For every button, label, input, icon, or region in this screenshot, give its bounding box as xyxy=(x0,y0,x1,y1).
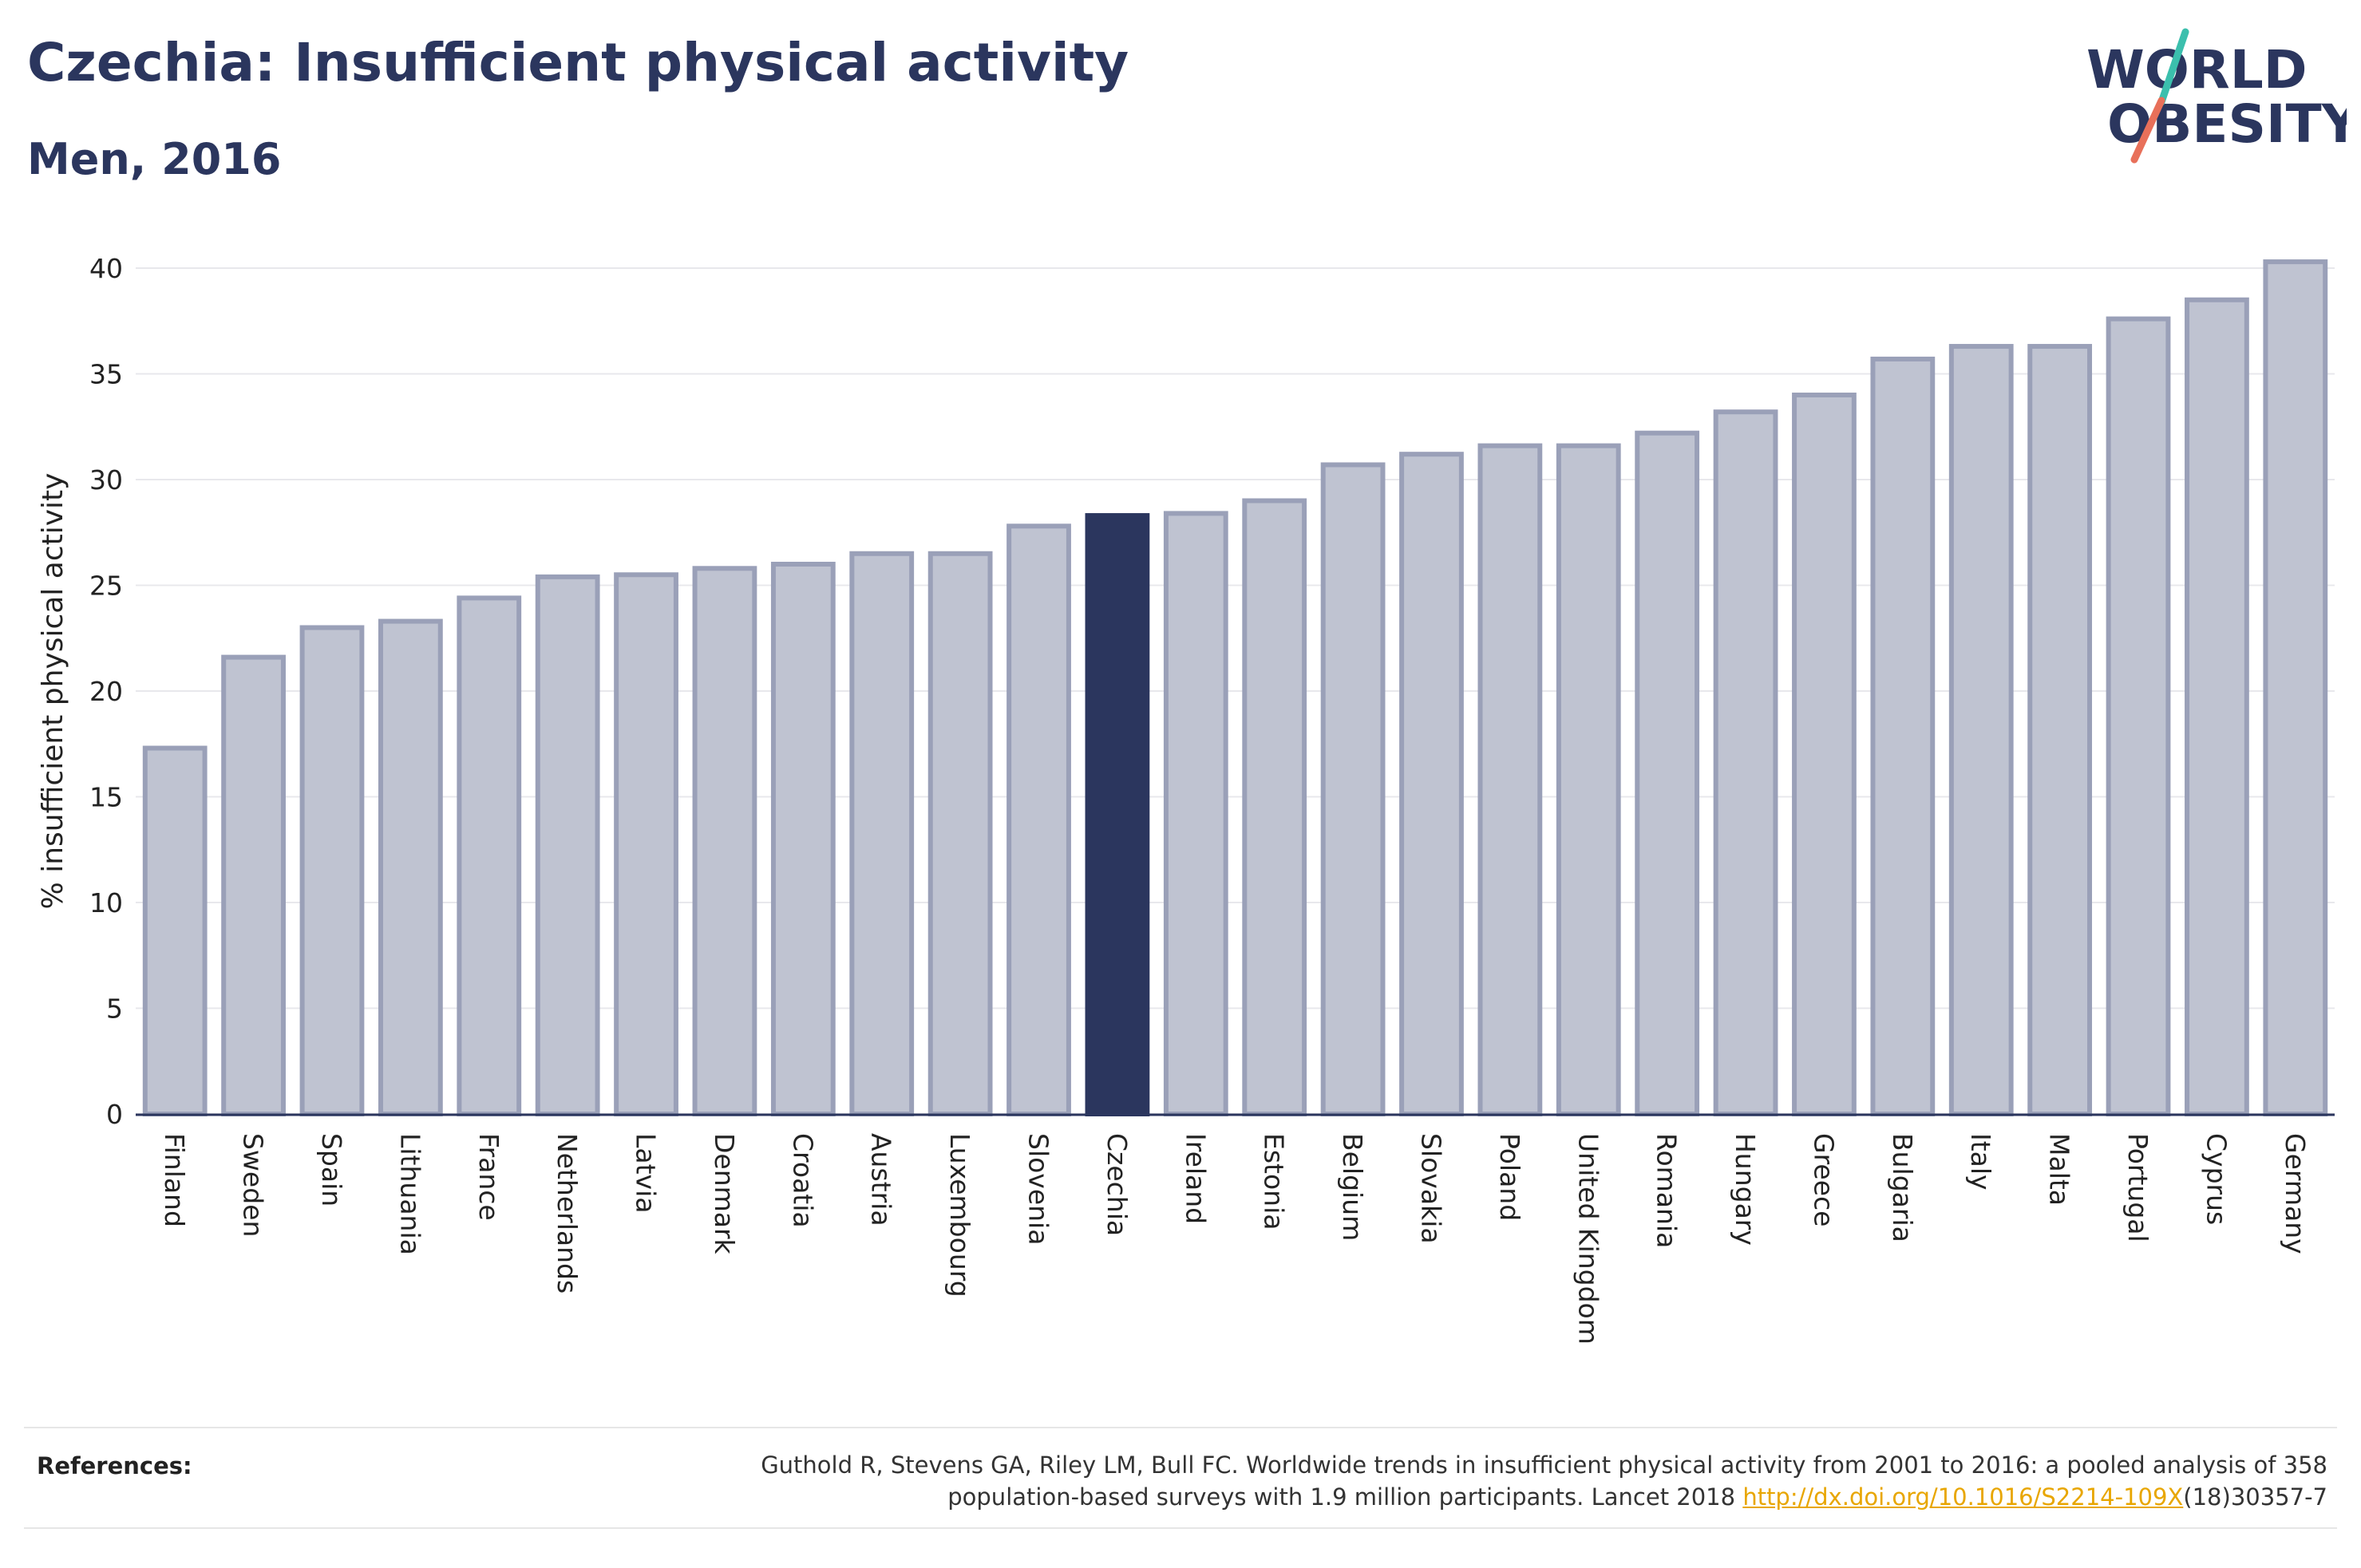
references-label: References: xyxy=(37,1452,192,1479)
y-tick-label: 15 xyxy=(89,782,123,813)
reference-line-2: population-based surveys with 1.9 millio… xyxy=(947,1483,1743,1511)
y-tick-label: 10 xyxy=(89,887,123,918)
x-tick-label: Latvia xyxy=(631,1133,662,1213)
bar-czechia xyxy=(1085,513,1150,1116)
bar-slovenia xyxy=(1006,523,1071,1116)
bar-lithuania xyxy=(378,618,443,1116)
bar-poland xyxy=(1477,443,1543,1116)
bar-estonia xyxy=(1242,498,1307,1116)
y-tick-label: 40 xyxy=(89,253,123,284)
logo-text-world: WORLD xyxy=(2086,39,2308,101)
x-tick-label: Lithuania xyxy=(394,1133,425,1255)
x-tick-label: Estonia xyxy=(1259,1133,1290,1230)
x-tick-label: Croatia xyxy=(787,1133,818,1228)
bar-latvia xyxy=(614,572,678,1116)
bar-portugal xyxy=(2106,316,2171,1117)
bar-croatia xyxy=(770,562,836,1116)
world-obesity-logo: WORLD OBESITY xyxy=(2086,28,2347,164)
bars xyxy=(142,259,2328,1117)
y-tick-label: 25 xyxy=(89,571,123,602)
references-text: Guthold R, Stevens GA, Riley LM, Bull FC… xyxy=(532,1449,2327,1513)
bar-austria xyxy=(849,551,915,1116)
x-tick-label: Denmark xyxy=(709,1133,740,1255)
bar-slovakia xyxy=(1399,452,1464,1116)
bar-romania xyxy=(1635,430,1700,1116)
bar-chart: 0 5 10 15 20 25 30 35 40 Finland Sweden Spain Lithu… xyxy=(37,253,2335,1345)
bar-luxembourg xyxy=(927,551,993,1116)
bar-united-kingdom xyxy=(1556,443,1621,1116)
bar-belgium xyxy=(1320,462,1386,1116)
y-tick-label: 0 xyxy=(106,1099,123,1130)
x-tick-label: Sweden xyxy=(238,1133,269,1237)
references-footer: References: Guthold R, Stevens GA, Riley… xyxy=(24,1427,2337,1529)
x-tick-label: Austria xyxy=(866,1133,897,1226)
x-tick-label: Slovenia xyxy=(1023,1133,1054,1245)
bar-finland xyxy=(142,745,208,1116)
bar-ireland xyxy=(1163,511,1228,1116)
x-tick-label: Poland xyxy=(1494,1133,1525,1221)
chart-title: Czechia: Insufficient physical activity xyxy=(27,32,1129,93)
reference-doi-link[interactable]: http://dx.doi.org/10.1016/S2214-109X xyxy=(1742,1483,2184,1511)
reference-line-1: Guthold R, Stevens GA, Riley LM, Bull FC… xyxy=(761,1451,2327,1479)
x-axis-ticks: Finland Sweden Spain Lithuania France Netherl… xyxy=(159,1133,2311,1345)
bar-spain xyxy=(299,625,365,1116)
bar-greece xyxy=(1792,393,1857,1116)
x-tick-label: Spain xyxy=(316,1133,347,1207)
x-tick-label: Portugal xyxy=(2122,1133,2153,1242)
x-tick-label: Belgium xyxy=(1337,1133,1368,1241)
logo-slash-coral xyxy=(2130,97,2165,164)
y-axis-ticks: 0 5 10 15 20 25 30 35 40 xyxy=(89,253,123,1130)
x-tick-label: Czechia xyxy=(1101,1133,1133,1236)
x-tick-label: Ireland xyxy=(1180,1133,1211,1224)
x-tick-label: Netherlands xyxy=(552,1133,583,1294)
x-tick-label: Hungary xyxy=(1730,1133,1761,1246)
x-tick-label: United Kingdom xyxy=(1572,1133,1604,1345)
bar-france xyxy=(457,595,522,1116)
y-tick-label: 35 xyxy=(89,359,123,390)
bar-italy xyxy=(1948,344,2014,1116)
x-tick-label: Germany xyxy=(2280,1133,2311,1254)
bar-malta xyxy=(2027,344,2093,1116)
bar-hungary xyxy=(1713,409,1778,1116)
chart-subtitle: Men, 2016 xyxy=(27,134,282,184)
bar-sweden xyxy=(221,654,286,1116)
y-axis-label: % insufficient physical activity xyxy=(37,473,69,910)
y-tick-label: 5 xyxy=(106,993,123,1025)
x-tick-label: Romania xyxy=(1651,1133,1683,1248)
x-tick-label: Italy xyxy=(1965,1133,1996,1191)
x-tick-label: Greece xyxy=(1808,1133,1839,1226)
x-tick-label: Cyprus xyxy=(2201,1133,2232,1225)
bar-cyprus xyxy=(2185,297,2249,1116)
bar-netherlands xyxy=(535,574,600,1116)
y-tick-label: 20 xyxy=(89,676,123,707)
x-tick-label: Luxembourg xyxy=(944,1133,975,1297)
x-tick-label: Bulgaria xyxy=(1887,1133,1918,1242)
reference-line-2-end: (18)30357-7 xyxy=(2183,1483,2327,1511)
x-tick-label: France xyxy=(473,1133,504,1221)
x-tick-label: Malta xyxy=(2044,1133,2075,1206)
bar-germany xyxy=(2263,259,2328,1116)
bar-bulgaria xyxy=(1870,356,1936,1116)
y-tick-label: 30 xyxy=(89,464,123,496)
logo-slash-teal xyxy=(2157,28,2189,106)
x-tick-label: Slovakia xyxy=(1415,1133,1446,1244)
bar-denmark xyxy=(692,566,757,1116)
x-tick-label: Finland xyxy=(159,1133,190,1227)
